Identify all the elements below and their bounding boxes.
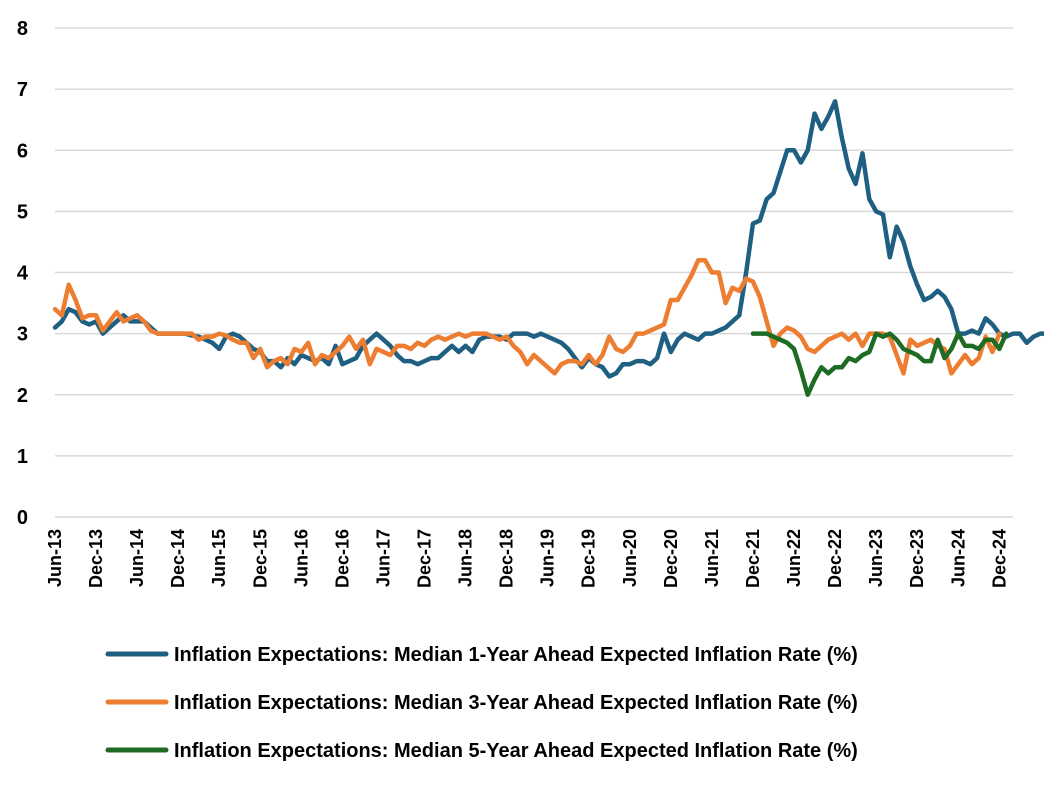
x-tick-label: Dec-15 xyxy=(250,529,270,588)
x-tick-label: Jun-21 xyxy=(702,529,722,587)
y-tick-label: 5 xyxy=(17,201,28,223)
x-tick-label: Dec-18 xyxy=(497,529,517,588)
x-tick-label: Dec-17 xyxy=(415,529,435,588)
x-tick-label: Jun-23 xyxy=(866,529,886,587)
y-tick-label: 8 xyxy=(17,18,28,40)
series-line-1yr xyxy=(52,99,1044,379)
x-tick-label: Jun-24 xyxy=(948,529,968,587)
x-tick-label: Dec-21 xyxy=(743,529,763,588)
x-tick-label: Jun-15 xyxy=(209,529,229,587)
y-tick-label: 0 xyxy=(17,507,28,529)
y-tick-label: 7 xyxy=(17,79,28,101)
x-tick-label: Jun-22 xyxy=(784,529,804,587)
y-tick-label: 3 xyxy=(17,324,28,346)
x-tick-label: Dec-20 xyxy=(661,529,681,588)
x-tick-label: Jun-13 xyxy=(45,529,65,587)
x-axis-ticks: Jun-13 Dec-13 Jun-14 Dec-14 Jun-15 Dec-15 Jun-… xyxy=(45,529,1009,588)
series-line-5yr xyxy=(750,331,1009,397)
legend-label-1yr: Inflation Expectations: Median 1-Year Ah… xyxy=(174,644,858,666)
x-tick-label: Dec-23 xyxy=(907,529,927,588)
legend-entry-3yr: Inflation Expectations: Median 3-Year Ah… xyxy=(105,692,858,714)
legend-entry-5yr: Inflation Expectations: Median 5-Year Ah… xyxy=(105,740,858,762)
x-tick-label: Dec-22 xyxy=(825,529,845,588)
series-lines xyxy=(52,99,1044,397)
legend: Inflation Expectations: Median 1-Year Ah… xyxy=(105,644,858,762)
legend-label-3yr: Inflation Expectations: Median 3-Year Ah… xyxy=(174,692,858,714)
legend-entry-1yr: Inflation Expectations: Median 1-Year Ah… xyxy=(105,644,858,666)
x-tick-label: Jun-18 xyxy=(456,529,476,587)
x-tick-label: Jun-20 xyxy=(620,529,640,587)
gridlines xyxy=(55,27,1013,518)
x-tick-label: Jun-19 xyxy=(538,529,558,587)
series-line-3yr xyxy=(52,258,1002,376)
x-tick-label: Dec-19 xyxy=(579,529,599,588)
x-tick-label: Jun-16 xyxy=(291,529,311,587)
y-tick-label: 1 xyxy=(17,446,28,468)
x-tick-label: Dec-13 xyxy=(86,529,106,588)
y-tick-label: 2 xyxy=(17,385,28,407)
y-tick-label: 4 xyxy=(17,263,29,285)
x-tick-label: Jun-17 xyxy=(373,529,393,587)
x-tick-label: Dec-14 xyxy=(168,529,188,588)
y-axis-ticks: 0 1 2 3 4 5 6 7 8 xyxy=(17,18,29,529)
x-tick-label: Dec-24 xyxy=(989,529,1009,588)
x-tick-label: Dec-16 xyxy=(332,529,352,588)
y-tick-label: 6 xyxy=(17,140,28,162)
x-tick-label: Jun-14 xyxy=(127,529,147,587)
legend-label-5yr: Inflation Expectations: Median 5-Year Ah… xyxy=(174,740,858,762)
